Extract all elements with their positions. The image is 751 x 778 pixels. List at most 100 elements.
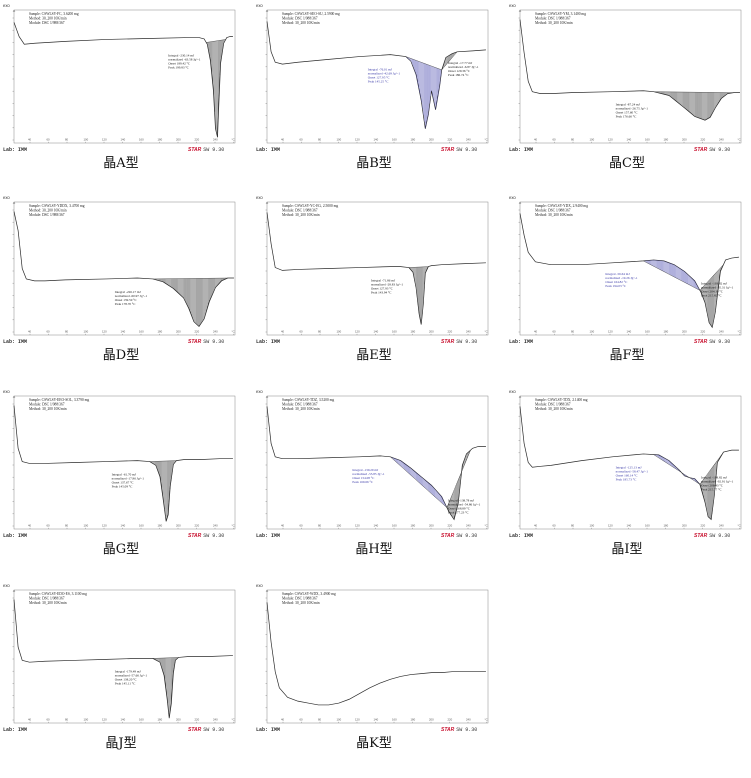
x-tick-label: 120 [102, 330, 107, 334]
lab-label: Lab: IMM [256, 339, 280, 345]
exo-arrow-icon [12, 9, 16, 13]
panel-caption: 晶A型 [103, 156, 139, 171]
peak-annotation-line: Integral -179.49 mJ [115, 669, 142, 673]
x-tick-label: 60 [47, 138, 51, 142]
star-sw-label: STAR SW 9.30 [694, 147, 730, 153]
dsc-header-line: Method: 30_200 10K/min [282, 213, 320, 217]
peak-annotation-line: Peak 199.83 °C [168, 65, 189, 69]
star-logo: STAR [441, 147, 455, 153]
x-tick-label: 120 [355, 718, 360, 722]
plot-frame [13, 589, 236, 724]
dsc-header-line: Module: DSC 1/988/367 [282, 208, 318, 212]
peak-annotation-line: normalized -57.66 Jg^-1 [115, 673, 148, 677]
star-logo: STAR [441, 533, 455, 539]
dsc-chart-f: exo 40 60 80 100 120 140 160 180 200 220 240 °C Sampl… [509, 195, 742, 345]
x-tick-label: 60 [300, 138, 304, 142]
dsc-panel-c: exo 40 60 80 100 120 140 160 180 200 220 240 °C Sampl… [508, 2, 746, 173]
x-tick-label: 40 [281, 524, 285, 528]
lab-label: Lab: IMM [3, 533, 27, 539]
x-tick-label: 100 [337, 718, 342, 722]
x-tick-label: 140 [374, 330, 379, 334]
exo-axis-label: exo [256, 195, 263, 200]
peak-baseline [446, 450, 471, 508]
panel-caption: 晶C型 [609, 156, 645, 171]
peak-annotation-line: normalized -17.96 Jg^-1 [112, 477, 145, 481]
dsc-curve [519, 406, 739, 521]
x-tick-label: 120 [102, 718, 107, 722]
x-tick-label: 80 [318, 330, 322, 334]
x-tick-label: 80 [65, 330, 69, 334]
x-tick-label: 240 [213, 524, 218, 528]
peak-hatch-2 [447, 450, 471, 519]
peak-annotation-line: Peak 177.23 °C [448, 511, 469, 515]
peak-annotation-line: Integral -61.70 mJ [112, 473, 137, 477]
dsc-header-line: Module: DSC 1/988/367 [29, 21, 65, 25]
x-tick-label: 180 [411, 330, 416, 334]
x-tick-label: °C [232, 524, 235, 528]
x-tick-label: 160 [392, 524, 397, 528]
x-tick-label: 120 [355, 138, 360, 142]
exo-axis-label: exo [3, 389, 10, 394]
peak-annotation-line: Onset 127.95 °C [368, 76, 391, 80]
dsc-header-line: Module: DSC 1/988/367 [29, 402, 65, 406]
x-tick-label: 120 [608, 524, 613, 528]
dsc-chart-k: exo 40 60 80 100 120 140 160 180 200 220 240 °C Sampl… [256, 583, 489, 733]
panel-caption: 晶G型 [102, 542, 140, 557]
x-tick-label: 120 [608, 330, 613, 334]
panel-caption: 晶F型 [609, 348, 645, 363]
x-tick-label: 180 [158, 718, 163, 722]
x-tick-label: 60 [553, 138, 557, 142]
peak-annotation-line: Integral -125.13 mJ [616, 466, 643, 470]
x-tick-label: 200 [429, 524, 434, 528]
dsc-curve [519, 19, 740, 121]
x-tick-label: 160 [645, 138, 650, 142]
dsc-chart-h: exo 40 60 80 100 120 140 160 180 200 220 240 °C Sampl… [256, 389, 489, 539]
x-tick-label: 80 [65, 718, 69, 722]
peak-annotation-line: Peak 145.11 °C [115, 681, 136, 685]
panel-caption: 晶H型 [355, 542, 393, 557]
x-tick-label: 80 [571, 138, 575, 142]
x-tick-label: 100 [590, 524, 595, 528]
x-tick-label: 240 [213, 718, 218, 722]
panel-caption: 晶D型 [102, 348, 140, 363]
x-tick-label: 80 [65, 524, 69, 528]
peak-annotation-line: Integral -139.29 mJ [352, 468, 379, 472]
x-tick-label: 100 [590, 138, 595, 142]
x-tick-label: 140 [374, 718, 379, 722]
peak-annotation-line: normalized -63.58 Jg^-1 [168, 57, 201, 61]
lab-label: Lab: IMM [3, 147, 27, 153]
exo-axis-label: exo [3, 3, 10, 8]
x-tick-label: 80 [571, 330, 575, 334]
peak-annotation-line: normalized -55.85 Jg^-1 [352, 472, 385, 476]
peak-baseline [653, 91, 734, 93]
x-tick-label: 60 [300, 330, 304, 334]
x-tick-label: °C [485, 718, 488, 722]
sw-version: SW 9.30 [709, 339, 730, 345]
peak-annotation-line: Onset 200.43 °C [701, 483, 724, 487]
peak-hatch-1 [153, 657, 178, 717]
x-tick-label: 180 [158, 330, 163, 334]
x-tick-label: °C [738, 524, 741, 528]
dsc-header-line: Method: 30_200 10K/min [535, 407, 573, 411]
peak-hatch-1 [150, 460, 176, 521]
peak-annotation-line: Peak 176.66 °C [616, 115, 637, 119]
x-tick-label: 40 [28, 138, 32, 142]
dsc-header-line: Sample: CSWLSY-TDX, 2.1400 mg [535, 398, 588, 403]
x-tick-label: °C [232, 138, 235, 142]
sw-version: SW 9.30 [456, 147, 477, 153]
star-logo: STAR [441, 727, 455, 733]
dsc-header-line: Module: DSC 1/988/367 [282, 596, 318, 600]
x-tick-label: 220 [701, 524, 706, 528]
x-tick-label: 40 [281, 330, 285, 334]
x-tick-label: 220 [701, 330, 706, 334]
exo-axis-label: exo [509, 3, 516, 8]
x-tick-label: 200 [682, 524, 687, 528]
x-tick-label: 180 [411, 718, 416, 722]
x-tick-label: 120 [355, 330, 360, 334]
x-tick-label: 160 [139, 330, 144, 334]
lab-label: Lab: IMM [256, 727, 280, 733]
panel-caption: 晶E型 [356, 348, 392, 363]
exo-arrow-icon [12, 201, 16, 205]
star-logo: STAR [188, 533, 202, 539]
x-tick-label: 40 [534, 330, 538, 334]
